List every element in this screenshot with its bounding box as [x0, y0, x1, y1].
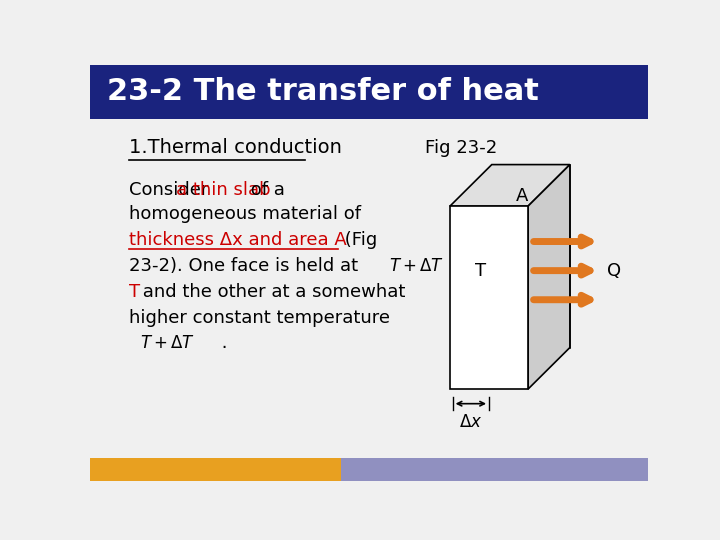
Text: a thin slab: a thin slab	[176, 180, 271, 199]
Polygon shape	[528, 165, 570, 389]
Text: 1.Thermal conduction: 1.Thermal conduction	[129, 138, 342, 158]
Polygon shape	[492, 165, 570, 348]
Text: A: A	[516, 187, 528, 205]
Text: higher constant temperature: higher constant temperature	[129, 308, 390, 327]
FancyBboxPatch shape	[341, 458, 648, 481]
Text: .: .	[215, 334, 227, 353]
Text: $\Delta x$: $\Delta x$	[459, 414, 482, 431]
Text: T: T	[129, 283, 140, 301]
Text: Consider: Consider	[129, 180, 214, 199]
Text: and the other at a somewhat: and the other at a somewhat	[138, 283, 406, 301]
Text: 23-2). One face is held at: 23-2). One face is held at	[129, 257, 358, 275]
FancyBboxPatch shape	[90, 65, 648, 119]
Text: Fig 23-2: Fig 23-2	[425, 139, 497, 157]
Text: $T + \Delta T$: $T + \Delta T$	[140, 334, 195, 353]
Text: T: T	[475, 261, 486, 280]
FancyBboxPatch shape	[90, 458, 341, 481]
Polygon shape	[450, 165, 570, 206]
Text: (Fig: (Fig	[339, 231, 377, 249]
Text: $T + \Delta T$: $T + \Delta T$	[389, 257, 444, 275]
Text: thickness Δx and area A: thickness Δx and area A	[129, 231, 347, 249]
Polygon shape	[450, 206, 528, 389]
Text: of a: of a	[245, 180, 285, 199]
Text: homogeneous material of: homogeneous material of	[129, 206, 361, 224]
Text: Q: Q	[608, 261, 621, 280]
Text: 23-2 The transfer of heat: 23-2 The transfer of heat	[107, 77, 539, 106]
